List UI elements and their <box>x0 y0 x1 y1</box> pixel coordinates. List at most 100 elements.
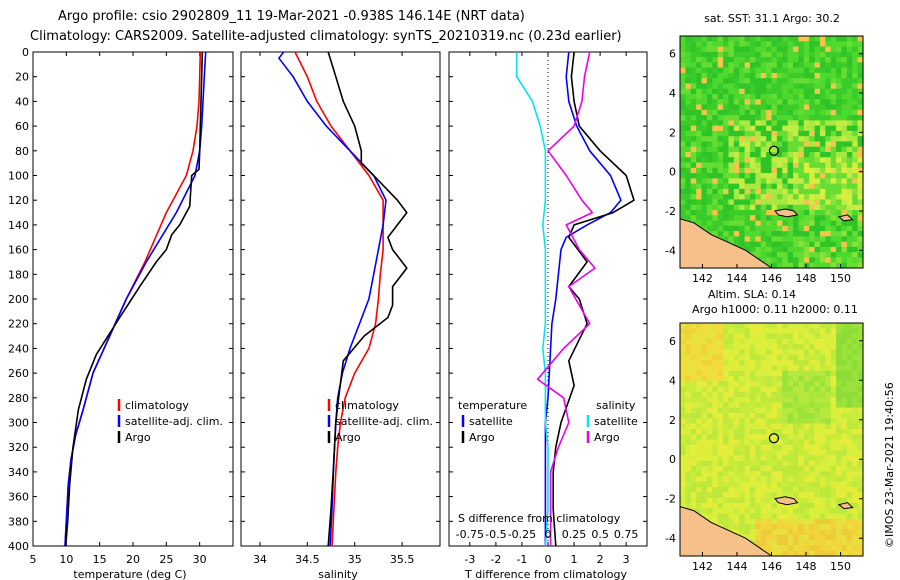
map-cell <box>819 397 826 404</box>
map-cell <box>696 215 703 222</box>
map-cell <box>803 413 810 419</box>
map-cell <box>787 397 794 404</box>
map-cell <box>819 157 826 164</box>
map-cell <box>760 36 767 42</box>
map-cell <box>846 450 853 456</box>
map-cell <box>841 141 848 148</box>
map-cell <box>776 167 783 174</box>
map-cell <box>825 386 832 393</box>
map-cell <box>717 360 724 366</box>
map-cell <box>825 231 832 237</box>
map-cell <box>749 178 756 185</box>
map-cell <box>685 439 692 446</box>
map-cell <box>680 481 686 488</box>
map-cell <box>723 349 730 356</box>
map-cell <box>706 141 713 148</box>
map-cell <box>733 360 740 366</box>
map-cell <box>782 450 789 456</box>
map-cell <box>836 199 843 206</box>
map-cell <box>701 476 708 483</box>
map-cell <box>776 492 783 499</box>
map-cell <box>685 41 692 48</box>
map-cell <box>760 407 767 414</box>
map-cell <box>852 444 859 451</box>
map-cell <box>706 94 713 100</box>
map-cell <box>814 503 821 509</box>
map-cell <box>803 72 810 79</box>
map-cell <box>680 360 686 366</box>
legend-argo: Argo <box>335 431 361 444</box>
map-cell <box>787 130 794 137</box>
map-cell <box>776 46 783 53</box>
map-cell <box>814 338 821 345</box>
map-cell <box>749 125 756 132</box>
map-cell <box>755 370 762 377</box>
map-cell <box>717 199 724 206</box>
map-cell <box>771 141 778 148</box>
map-cell <box>733 183 740 190</box>
map-cell <box>793 178 800 185</box>
map-cell <box>836 460 843 467</box>
map-cell <box>696 481 703 488</box>
map-cell <box>852 130 859 137</box>
map-cell <box>766 375 773 382</box>
map-cell <box>782 423 789 430</box>
map-cell <box>803 418 810 425</box>
map-cell <box>685 487 692 494</box>
map-cell <box>717 109 724 116</box>
map-cell <box>787 94 794 100</box>
map-cell <box>701 465 708 472</box>
map-cell <box>766 157 773 164</box>
map-cell <box>830 262 837 269</box>
map-cell <box>819 354 826 361</box>
map-cell <box>841 391 848 398</box>
map-cell <box>696 476 703 483</box>
map-cell <box>717 481 724 488</box>
map-cell <box>717 94 724 100</box>
map-cell <box>712 109 719 116</box>
map-cell <box>782 130 789 137</box>
map-cell <box>701 513 708 520</box>
map-cell <box>739 225 746 232</box>
map-cell <box>680 67 686 74</box>
map-cell <box>723 413 730 419</box>
y-tick-label: 160 <box>8 244 29 257</box>
map-cell <box>846 471 853 478</box>
map-cell <box>728 465 735 472</box>
map-cell <box>776 72 783 79</box>
map-cell <box>787 78 794 85</box>
map-cell <box>680 370 686 377</box>
map-cell <box>857 125 864 132</box>
map-cell <box>690 492 697 499</box>
map-cell <box>755 338 762 345</box>
map-cell <box>852 434 859 441</box>
map-cell <box>749 72 756 79</box>
map-cell <box>685 72 692 79</box>
map-cell <box>782 215 789 222</box>
map-cell <box>798 460 805 467</box>
map-cell <box>760 152 767 158</box>
map-cell <box>846 434 853 441</box>
map-cell <box>819 231 826 237</box>
map-cell <box>798 503 805 509</box>
map-cell <box>798 62 805 69</box>
map-cell <box>846 241 853 248</box>
map-cell <box>830 67 837 74</box>
map-cell <box>846 344 853 351</box>
map-cell <box>755 423 762 430</box>
map-cell <box>841 455 848 462</box>
map-cell <box>846 407 853 414</box>
map-cell <box>766 508 773 515</box>
map-cell <box>733 125 740 132</box>
map-cell <box>728 225 735 232</box>
map-cell <box>690 481 697 488</box>
map-cell <box>836 62 843 69</box>
map-cell <box>857 508 864 515</box>
map-cell <box>830 257 837 264</box>
map-cell <box>782 157 789 164</box>
map-cell <box>836 120 843 127</box>
map-cell <box>782 492 789 499</box>
map-cell <box>728 188 735 195</box>
map-cell <box>798 125 805 132</box>
map-cell <box>803 550 810 557</box>
